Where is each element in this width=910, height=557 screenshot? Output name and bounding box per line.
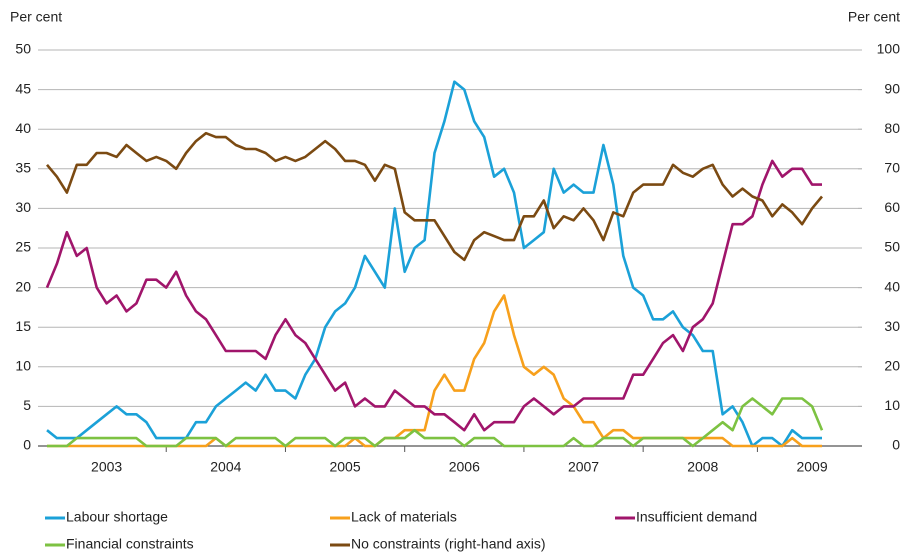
series-line xyxy=(47,397,824,448)
y-tick-label: 30 xyxy=(15,199,31,215)
legend-label: Labour shortage xyxy=(66,509,168,525)
x-tick-label: 2008 xyxy=(687,459,718,475)
y2-tick-label: 60 xyxy=(884,199,900,215)
series-line xyxy=(46,80,822,448)
y-axis-label: Per cent xyxy=(10,9,62,25)
y2-tick-label: 10 xyxy=(884,397,900,413)
y2-tick-label: 50 xyxy=(884,239,900,255)
y2-tick-label: 100 xyxy=(877,41,901,57)
x-tick-label: 2003 xyxy=(91,459,122,475)
legend-label: Financial constraints xyxy=(66,536,194,552)
y2-tick-label: 30 xyxy=(884,318,900,334)
y-tick-label: 35 xyxy=(15,160,31,176)
y-tick-label: 20 xyxy=(15,278,31,294)
series-line xyxy=(47,294,822,448)
x-tick-label: 2009 xyxy=(796,459,827,475)
y2-tick-label: 80 xyxy=(884,120,900,136)
x-tick-label: 2005 xyxy=(329,459,360,475)
y-tick-label: 5 xyxy=(23,397,31,413)
y-tick-label: 25 xyxy=(15,239,31,255)
y2-axis-label: Per cent xyxy=(848,9,900,25)
y-tick-label: 40 xyxy=(15,120,31,136)
y-tick-label: 15 xyxy=(15,318,31,334)
y2-tick-label: 90 xyxy=(884,80,900,96)
x-tick-label: 2007 xyxy=(568,459,599,475)
y2-tick-label: 0 xyxy=(892,437,900,453)
y-tick-label: 10 xyxy=(15,358,31,374)
y2-tick-label: 70 xyxy=(884,160,900,176)
y2-tick-label: 40 xyxy=(884,278,900,294)
x-tick-label: 2006 xyxy=(449,459,480,475)
x-tick-label: 2004 xyxy=(210,459,241,475)
series-line xyxy=(46,131,823,262)
y-tick-label: 45 xyxy=(15,80,31,96)
y-tick-label: 50 xyxy=(15,41,31,57)
legend-label: Insufficient demand xyxy=(636,509,757,525)
legend-label: No constraints (right-hand axis) xyxy=(351,536,546,552)
y2-tick-label: 20 xyxy=(884,358,900,374)
series-line xyxy=(45,159,822,432)
legend-label: Lack of materials xyxy=(351,509,457,525)
y-tick-label: 0 xyxy=(23,437,31,453)
